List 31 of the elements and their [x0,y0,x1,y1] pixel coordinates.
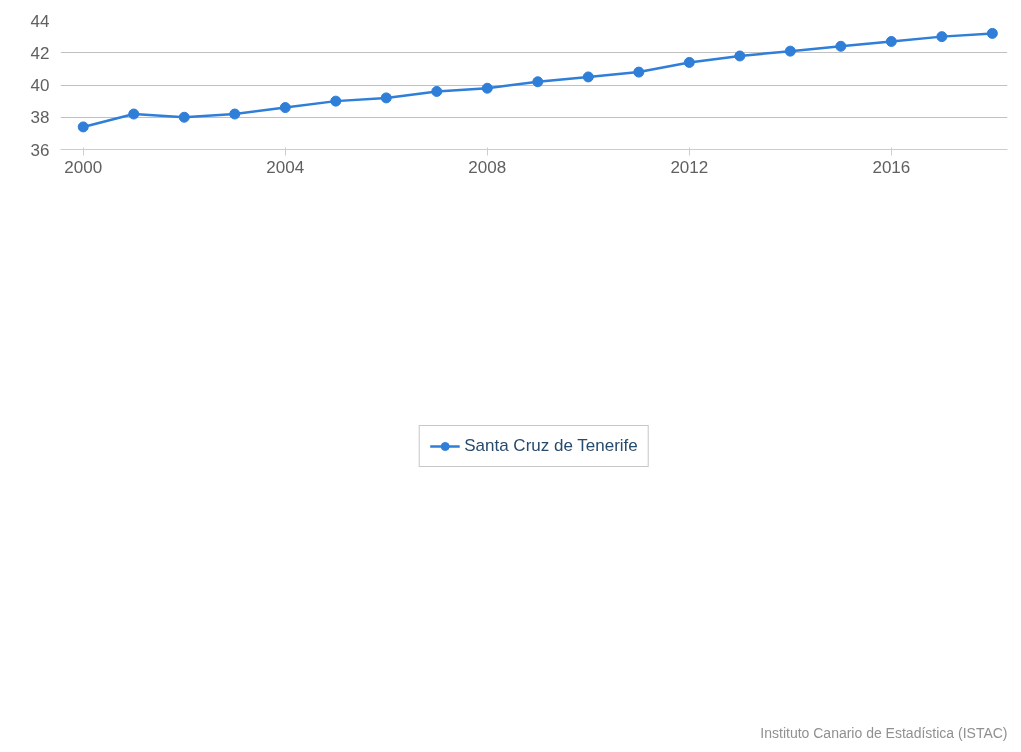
x-tick-label: 2004 [266,157,305,177]
point [835,40,847,52]
point [128,108,140,120]
y-tick-label: 42 [30,43,50,63]
point [178,111,190,123]
point [279,102,291,114]
point [582,71,594,83]
x-tick-label: 2008 [468,157,507,177]
y-tick-label: 38 [30,108,50,128]
point [986,27,998,39]
legend-label: Santa Cruz de Tenerife [464,435,638,456]
text: Instituto Canario de Estadística (ISTAC) [760,724,1008,741]
point [683,56,695,68]
point [380,92,392,104]
point [77,121,89,133]
point [734,50,746,62]
point [784,45,796,57]
y-tick-label: 40 [30,76,50,95]
y-tick-label: 44 [30,11,50,31]
point [431,85,443,97]
x-tick-label: 2012 [670,157,709,177]
point [229,108,241,120]
point [885,35,897,47]
point [330,95,342,107]
y-tick-label: 36 [30,140,50,160]
x-tick-label: 2000 [64,157,103,177]
point [481,82,493,94]
point [936,31,948,43]
x-tick-label: 2016 [872,157,911,177]
point [633,66,645,78]
point [532,76,544,88]
